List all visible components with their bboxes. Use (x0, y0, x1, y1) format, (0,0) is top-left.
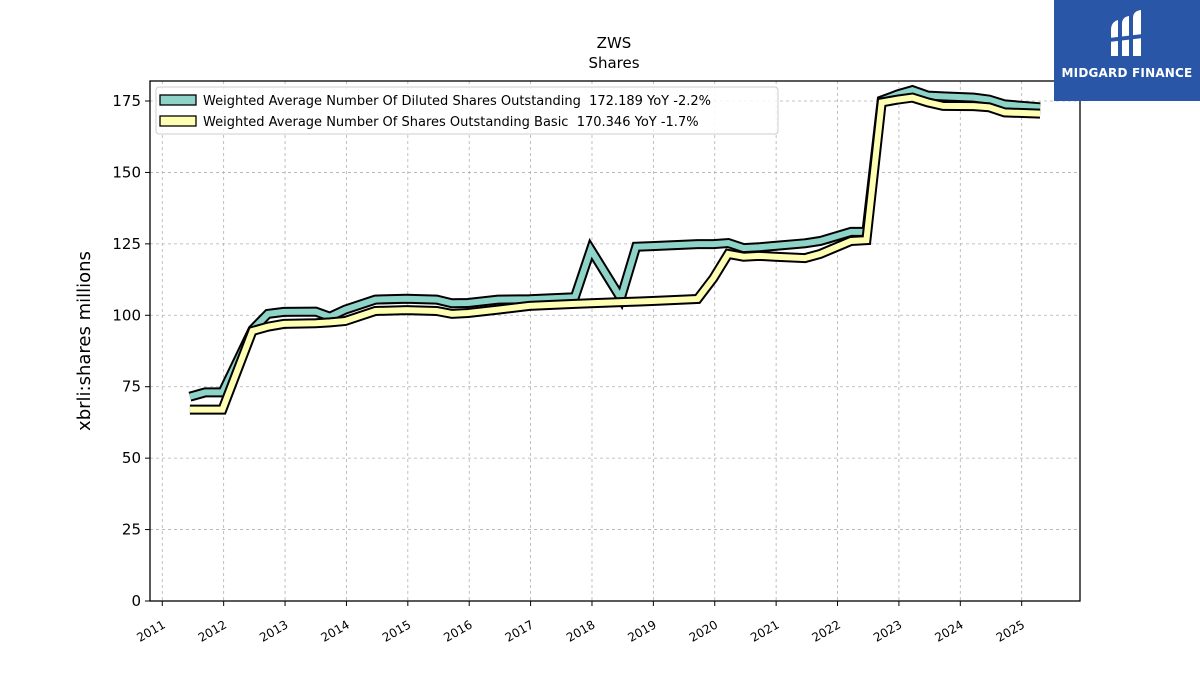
axis-ticks: 0 25 50 75 100 125 150 175 2011 2012 2013 2014 2015 2… (112, 92, 1027, 645)
x-tick-label: 2016 (441, 617, 474, 644)
y-tick-label: 125 (112, 235, 141, 253)
x-tick-label: 2021 (748, 617, 781, 644)
y-tick-label: 150 (112, 163, 141, 181)
y-tick-label: 50 (122, 449, 141, 467)
x-tick-label: 2019 (625, 617, 658, 644)
y-tick-label: 100 (112, 306, 141, 324)
midgard-logo-icon (1109, 10, 1143, 56)
legend-swatch-basic (159, 115, 197, 127)
chart-title: ZWS (597, 34, 632, 52)
grid (150, 81, 1080, 602)
x-tick-label: 2012 (196, 617, 229, 644)
y-tick-label: 75 (122, 378, 141, 396)
midgard-finance-logo: MIDGARD FINANCE (1054, 0, 1200, 101)
x-tick-label: 2018 (564, 617, 597, 644)
legend: Weighted Average Number Of Diluted Share… (155, 86, 779, 135)
y-tick-label: 175 (112, 92, 141, 110)
series-outline-0 (188, 84, 1041, 402)
x-tick-label: 2017 (503, 617, 536, 644)
x-tick-label: 2022 (810, 617, 843, 644)
y-tick-label: 0 (131, 592, 141, 610)
legend-label-diluted: Weighted Average Number Of Diluted Share… (203, 94, 711, 109)
x-tick-label: 2025 (994, 617, 1027, 644)
x-tick-label: 2014 (318, 617, 351, 644)
legend-label-basic: Weighted Average Number Of Shares Outsta… (203, 115, 699, 130)
x-tick-label: 2015 (380, 617, 413, 644)
legend-swatch-diluted (159, 94, 197, 106)
x-tick-label: 2013 (257, 617, 290, 644)
series-line-0 (189, 86, 1041, 400)
x-tick-label: 2023 (871, 617, 904, 644)
x-tick-label: 2024 (932, 617, 965, 644)
x-tick-label: 2020 (687, 617, 720, 644)
plot-frame (149, 80, 1081, 602)
brand-name: MIDGARD FINANCE (1061, 66, 1193, 80)
y-tick-label: 25 (122, 521, 141, 539)
series-outline-1 (189, 92, 1041, 415)
series-line-1 (189, 94, 1041, 413)
chart-subtitle: Shares (588, 54, 639, 72)
legend-box (155, 86, 779, 135)
x-tick-label: 2011 (134, 617, 167, 644)
y-axis-label: xbrli:shares millions (74, 251, 95, 431)
series-lines (188, 84, 1041, 415)
